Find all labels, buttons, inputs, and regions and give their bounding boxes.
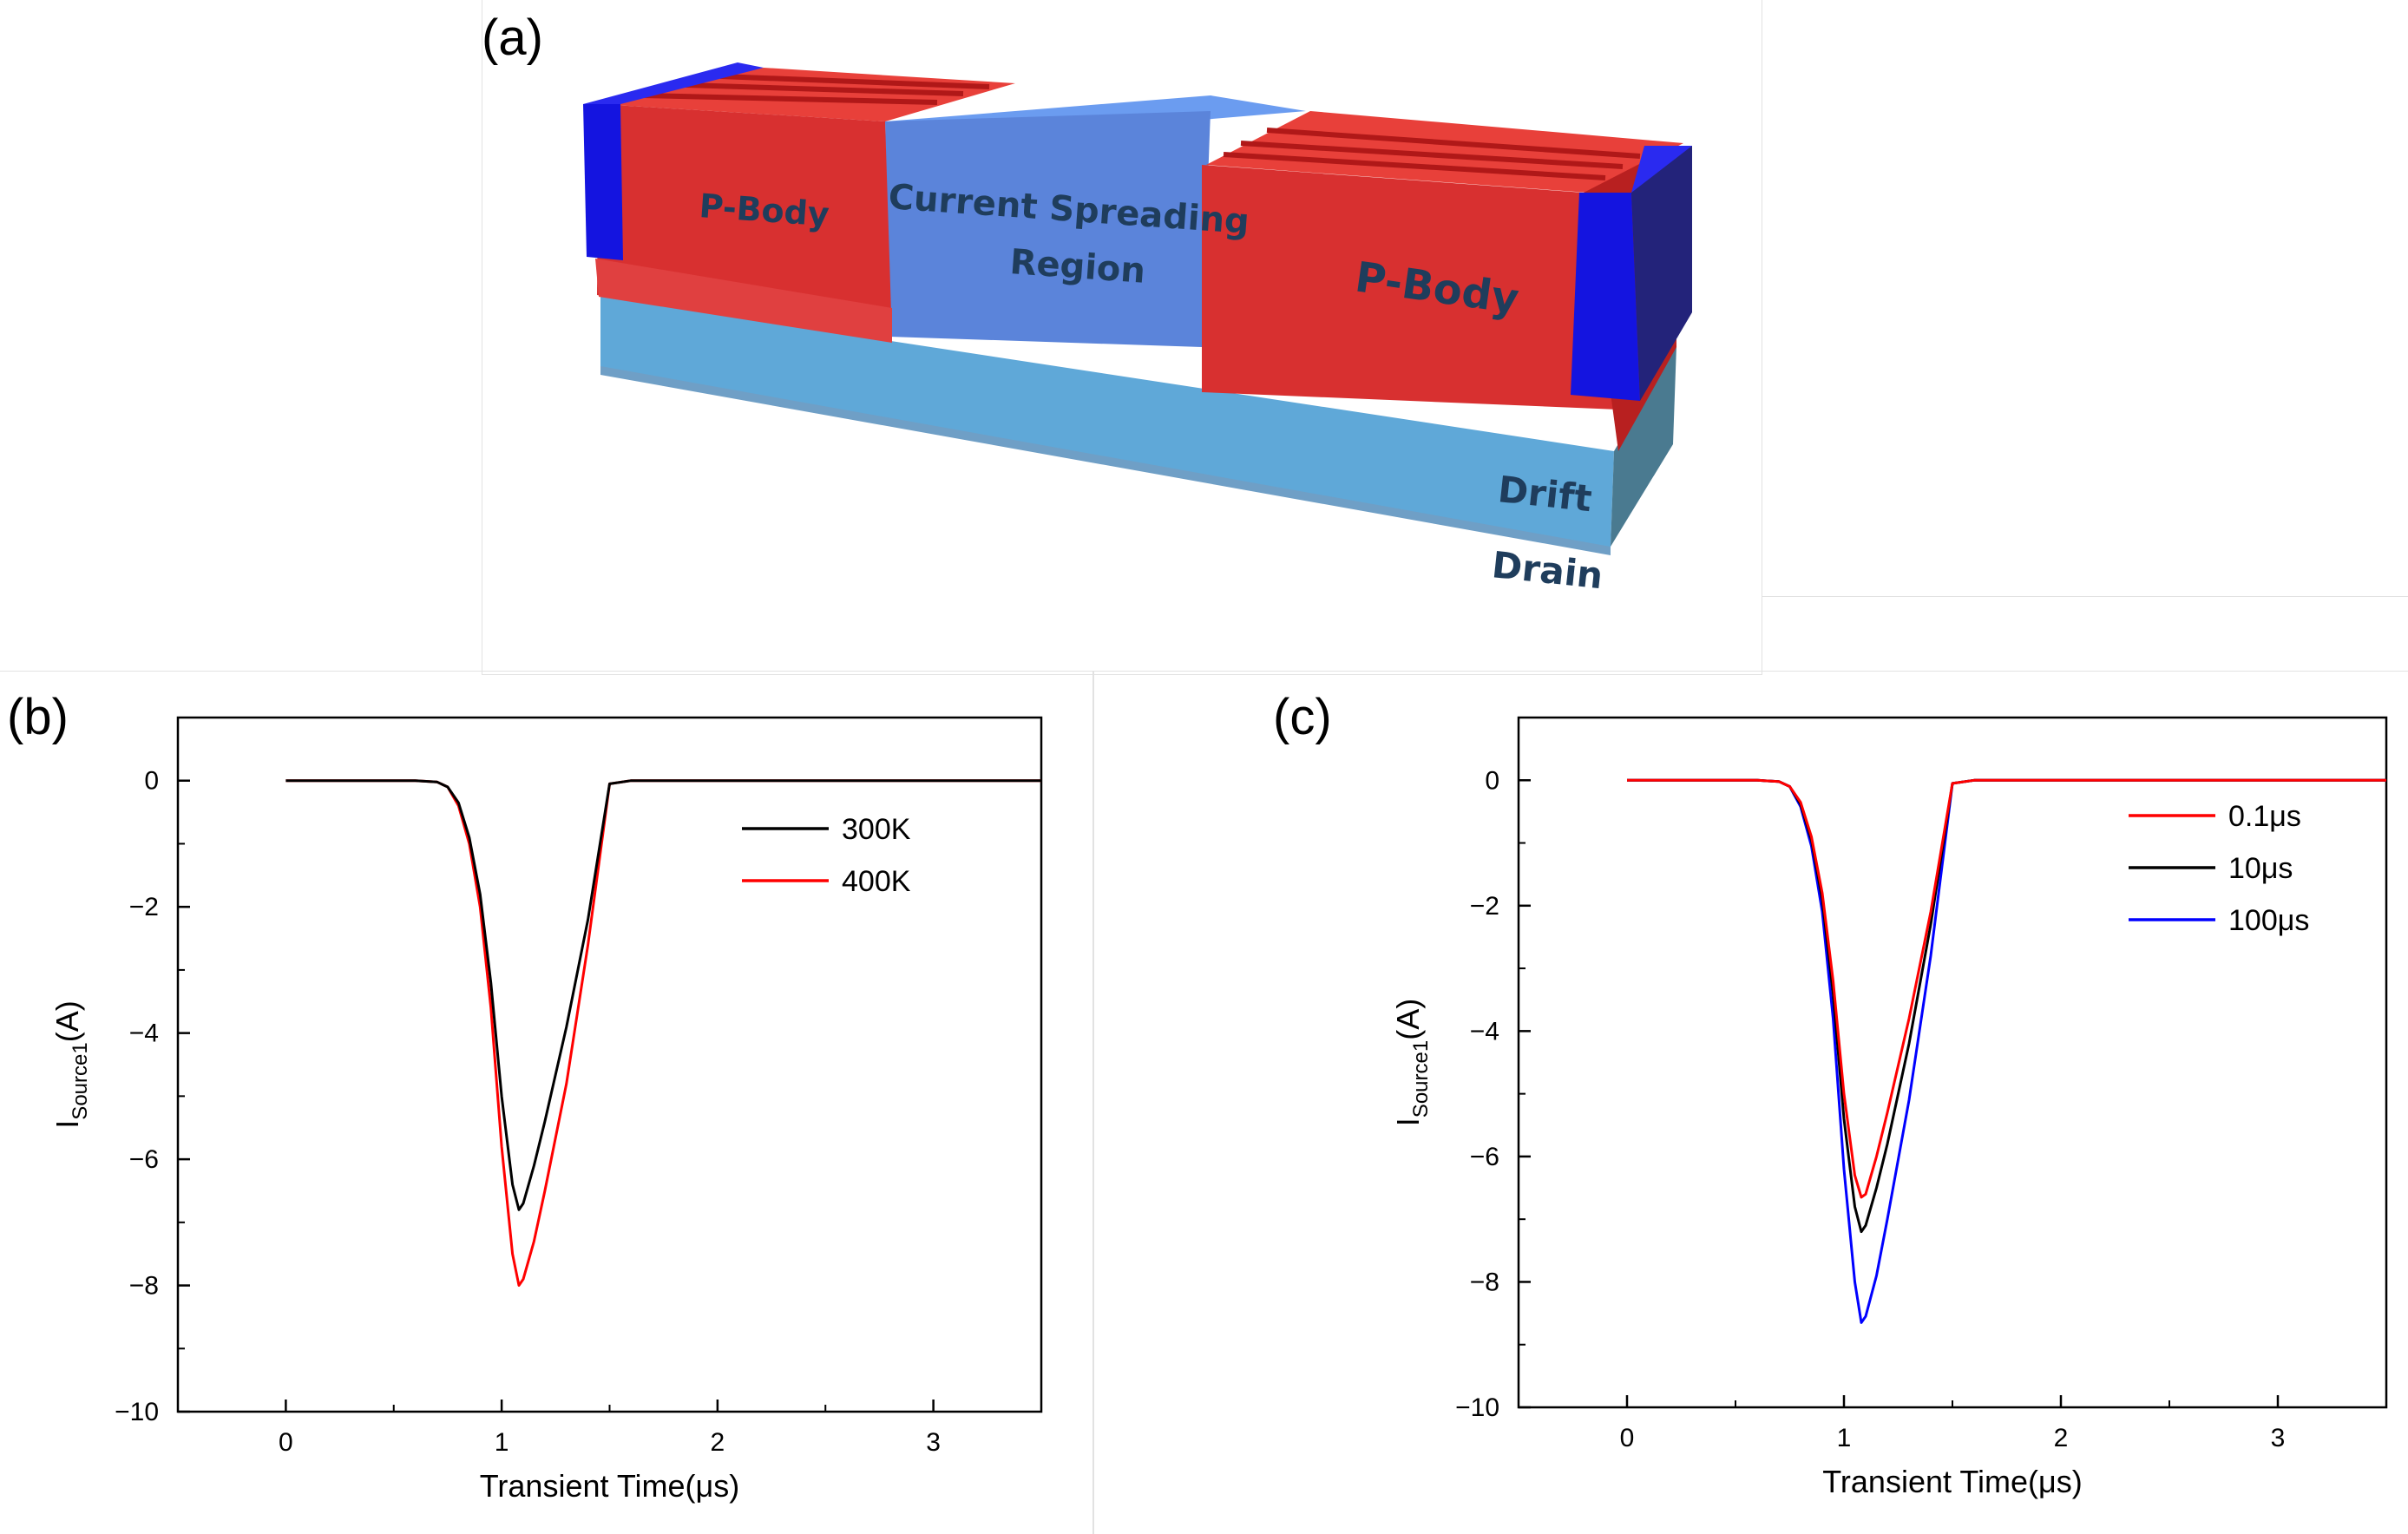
panel-label-a: (a) <box>482 10 543 66</box>
drift-layer-front <box>600 297 1614 547</box>
x-tick-label: 2 <box>2054 1424 2069 1452</box>
legend-label: 0.1μs <box>2228 800 2301 833</box>
y-tick-label: −2 <box>129 893 159 921</box>
y-tick-label: −10 <box>115 1398 159 1426</box>
panel-b-frame <box>0 671 1093 1534</box>
pbody-right-front <box>1202 165 1618 410</box>
panel-label-c: (c) <box>1273 689 1332 745</box>
y-tick-label: −2 <box>1470 892 1499 921</box>
y-tick-label: 0 <box>1485 766 1499 795</box>
pbody-left-trench-3 <box>719 74 990 89</box>
series-line-400K <box>285 779 1041 1287</box>
pbody-right-trench-3 <box>1266 128 1641 159</box>
legend-label: 400K <box>842 865 911 898</box>
pbody-left-lower <box>595 259 892 343</box>
chart-b: 0 1 2 3 0 −2 −4 −6 −8 −10 Transient Time(μs) ISourc… <box>52 716 1043 1504</box>
y-tick-label: −8 <box>129 1272 159 1301</box>
x-tick-label: 0 <box>279 1428 293 1457</box>
y-tick-label: −8 <box>1470 1268 1499 1296</box>
panel-label-b: (b) <box>7 689 69 745</box>
pbody-left-trench-1 <box>641 93 938 105</box>
label-csr-line2: Region <box>1008 242 1146 292</box>
label-pbody-left: P-Body <box>698 187 830 233</box>
pbody-right-trench-1 <box>1223 152 1606 180</box>
x-tick-label: 0 <box>1620 1424 1635 1452</box>
y-tick-label: −10 <box>1455 1393 1499 1422</box>
x-tick-label: 1 <box>1837 1424 1852 1452</box>
pbody-right-trench-2 <box>1240 141 1624 169</box>
plot-frame <box>176 716 1043 1413</box>
label-drain: Drain <box>1490 543 1605 597</box>
source-right-side <box>1631 146 1692 401</box>
x-tick-label: 3 <box>2271 1424 2286 1452</box>
x-axis-label: Transient Time(μs) <box>480 1468 739 1504</box>
y-tick-label: −4 <box>129 1019 159 1048</box>
drift-layer-side <box>1611 345 1676 547</box>
label-drift: Drift <box>1496 468 1594 520</box>
pbody-left-trench-2 <box>685 82 964 96</box>
x-tick-label: 3 <box>926 1428 941 1457</box>
y-axis-label: ISource1(A) <box>1390 999 1433 1126</box>
series-line-10μs <box>1627 778 2386 1234</box>
y-tick-label: −4 <box>1470 1017 1499 1046</box>
pbody-right-top <box>1206 111 1683 193</box>
source-right <box>1571 193 1640 401</box>
y-tick-label: 0 <box>144 767 159 796</box>
series-line-300K <box>285 779 1041 1211</box>
y-tick-label: −6 <box>129 1145 159 1174</box>
chart-c: 0 1 2 3 0 −2 −4 −6 −8 −10 Transient Time(μs) ISourc… <box>1390 716 2388 1499</box>
drain-layer <box>600 364 1611 555</box>
x-tick-label: 1 <box>495 1428 509 1457</box>
y-tick-label: −6 <box>1470 1143 1499 1171</box>
series-line-0.1μs <box>1627 778 2386 1199</box>
csr-front <box>885 111 1211 347</box>
y-axis-label: ISource1(A) <box>52 1000 92 1128</box>
x-axis-label: Transient Time(μs) <box>1822 1464 2082 1499</box>
device-structure-illustration: P-Body Current Spreading Region P-Body D… <box>583 62 1692 597</box>
legend-label: 300K <box>842 813 911 846</box>
x-tick-label: 2 <box>711 1428 725 1457</box>
panel-a-right-frame <box>1762 0 2408 597</box>
source-left <box>583 104 623 260</box>
legend-label: 10μs <box>2228 852 2293 885</box>
panel-c-frame <box>1093 671 2408 1534</box>
legend-label: 100μs <box>2228 904 2309 937</box>
source-left-top <box>583 62 764 104</box>
